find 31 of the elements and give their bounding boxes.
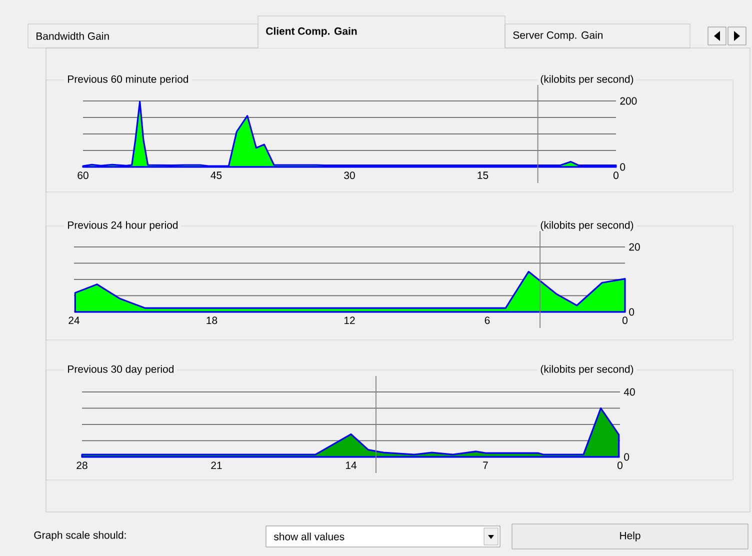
x-tick-label: 30 — [344, 172, 355, 180]
text: Graph scale should: — [34, 531, 126, 541]
x-tick-label: 14 — [346, 462, 356, 469]
x-tick-label: 45 — [210, 172, 222, 179]
y-tick-label: 0 — [624, 453, 630, 461]
x-tick-label: 12 — [344, 316, 355, 324]
text: show all values — [274, 532, 344, 540]
y-tick-label: 0 — [629, 308, 634, 316]
chart-subtitle: (kilobits per second) — [540, 365, 634, 375]
x-tick-label: 18 — [206, 316, 218, 324]
chart-title: Previous 24 hour period — [68, 221, 178, 231]
x-tick-label: 7 — [483, 462, 488, 469]
x-tick-label: 21 — [211, 462, 222, 469]
chart-subtitle: (kilobits per second) — [540, 221, 634, 231]
y-tick-label: 0 — [620, 163, 626, 171]
x-tick-label: 28 — [76, 462, 88, 470]
chart-title: Previous 30 day period — [68, 365, 174, 375]
y-tick-label: 40 — [624, 388, 635, 396]
text: Help — [620, 532, 640, 542]
x-tick-label: 15 — [478, 172, 488, 179]
text: Client Comp. Gain — [266, 27, 357, 37]
y-tick-label: 200 — [620, 97, 637, 105]
x-tick-label: 6 — [484, 316, 490, 324]
text: Bandwidth Gain — [36, 32, 109, 40]
x-tick-label: 24 — [68, 316, 80, 324]
x-tick-label: 0 — [614, 172, 618, 180]
x-tick-label: 60 — [78, 172, 88, 180]
chart-subtitle: (kilobits per second) — [540, 75, 634, 85]
text: Server Comp. Gain — [513, 31, 602, 41]
y-tick-label: 20 — [629, 243, 640, 251]
chart-title: Previous 60 minute period — [68, 75, 188, 85]
